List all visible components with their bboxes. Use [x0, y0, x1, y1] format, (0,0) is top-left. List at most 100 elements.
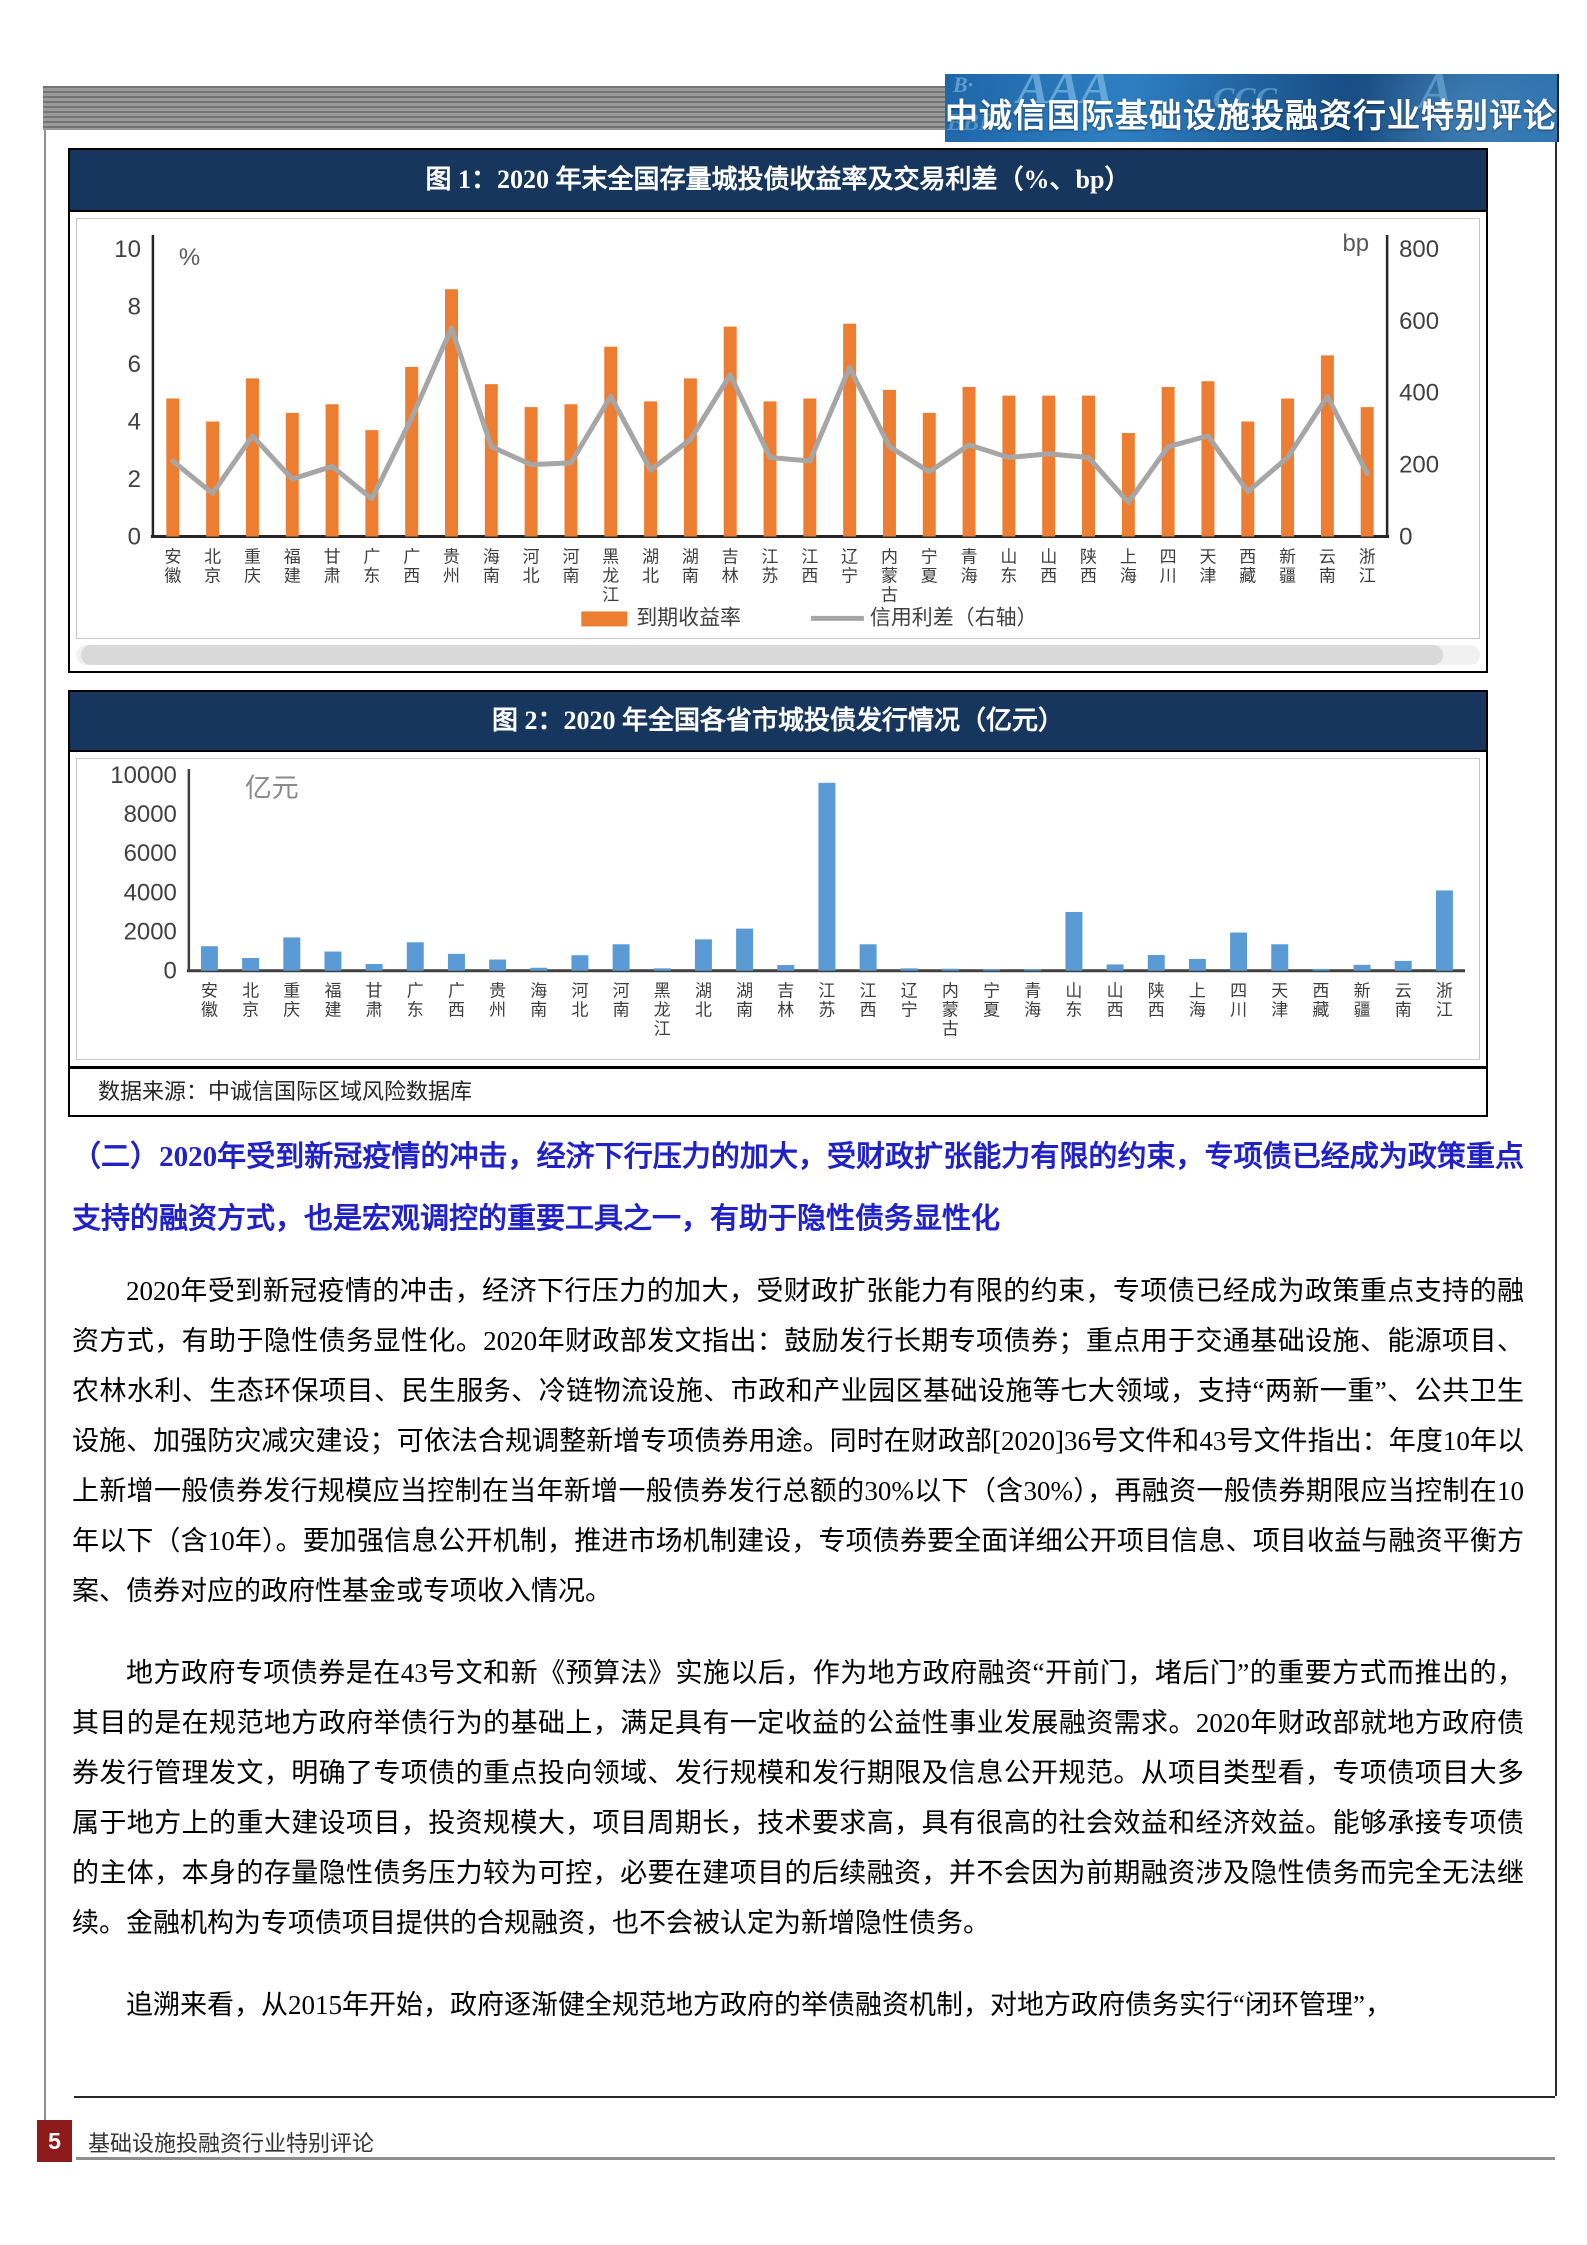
svg-text:8: 8 — [128, 293, 141, 320]
svg-text:吉林: 吉林 — [722, 548, 739, 586]
svg-text:上海: 上海 — [1189, 982, 1206, 1020]
svg-text:600: 600 — [1399, 308, 1439, 335]
svg-text:内蒙古: 内蒙古 — [881, 548, 898, 605]
svg-text:2: 2 — [128, 466, 141, 493]
figure2-box: 图 2：2020 年全国各省市城投债发行情况（亿元） 0 2000 4000 6000… — [68, 690, 1488, 1117]
svg-text:0: 0 — [128, 524, 141, 551]
svg-text:10000: 10000 — [110, 762, 177, 789]
svg-text:浙江: 浙江 — [1359, 548, 1376, 586]
svg-text:海南: 海南 — [483, 548, 500, 586]
svg-text:安徽: 安徽 — [164, 548, 181, 586]
svg-text:广东: 广东 — [363, 548, 380, 586]
figure1-chart: 0 2 4 6 8 10 0 200 400 600 800% bp 安徽北京重庆福建甘肃广东广西贵州海… — [114, 230, 1439, 629]
svg-text:江苏: 江苏 — [762, 548, 779, 586]
svg-text:云南: 云南 — [1319, 548, 1336, 586]
svg-text:河北: 河北 — [523, 548, 540, 586]
svg-text:800: 800 — [1399, 236, 1439, 263]
svg-text:福建: 福建 — [324, 982, 341, 1020]
svg-text:甘肃: 甘肃 — [324, 548, 341, 586]
right-page-rule — [1555, 142, 1557, 2096]
figure1-title: 图 1：2020 年末全国存量城投债收益率及交易利差（%、bp） — [70, 150, 1486, 212]
svg-text:北京: 北京 — [204, 548, 221, 586]
data-source-note: 数据来源：中诚信国际区域风险数据库 — [70, 1065, 1486, 1115]
figure1-box: 图 1：2020 年末全国存量城投债收益率及交易利差（%、bp） 0 2 4 6 8 10… — [68, 148, 1488, 674]
svg-text:甘肃: 甘肃 — [366, 982, 383, 1020]
svg-text:湖南: 湖南 — [682, 548, 699, 586]
svg-text:云南: 云南 — [1395, 982, 1412, 1020]
svg-text:海南: 海南 — [530, 982, 547, 1020]
svg-text:陕西: 陕西 — [1148, 982, 1165, 1020]
page-number-badge: 5 — [37, 2120, 72, 2162]
svg-text:陕西: 陕西 — [1080, 548, 1097, 586]
svg-text:天津: 天津 — [1199, 548, 1216, 586]
svg-text:内蒙古: 内蒙古 — [942, 982, 959, 1039]
svg-text:新疆: 新疆 — [1354, 982, 1371, 1020]
svg-text:福建: 福建 — [284, 548, 301, 586]
svg-text:江西: 江西 — [801, 548, 818, 586]
left-page-rule — [44, 130, 46, 2160]
svg-text:湖北: 湖北 — [642, 548, 659, 586]
svg-text:广西: 广西 — [403, 548, 420, 586]
svg-text:上海: 上海 — [1120, 548, 1137, 586]
figure2-title: 图 2：2020 年全国各省市城投债发行情况（亿元） — [70, 692, 1486, 752]
footer-report-title: 基础设施投融资行业特别评论 — [88, 2131, 375, 2156]
svg-text:10: 10 — [114, 236, 141, 263]
svg-text:青海: 青海 — [1024, 982, 1041, 1020]
svg-text:四川: 四川 — [1160, 548, 1177, 586]
svg-text:江西: 江西 — [860, 982, 877, 1020]
svg-text:辽宁: 辽宁 — [841, 548, 858, 586]
section-heading: （二）2020年受到新冠疫情的冲击，经济下行压力的加大，受财政扩张能力有限的约束… — [72, 1141, 1524, 1235]
svg-text:河南: 河南 — [562, 548, 579, 586]
figure1-scrollbar — [76, 645, 1480, 666]
svg-text:6: 6 — [128, 351, 141, 378]
svg-text:四川: 四川 — [1230, 982, 1247, 1020]
svg-text:青海: 青海 — [961, 548, 978, 586]
svg-text:湖北: 湖北 — [695, 982, 712, 1020]
svg-text:bp: bp — [1342, 230, 1369, 257]
svg-text:200: 200 — [1399, 452, 1439, 479]
svg-text:0: 0 — [164, 958, 177, 985]
svg-text:8000: 8000 — [124, 801, 177, 828]
svg-text:宁夏: 宁夏 — [983, 982, 1000, 1020]
svg-text:宁夏: 宁夏 — [921, 548, 938, 586]
svg-text:浙江: 浙江 — [1436, 982, 1453, 1020]
svg-text:2000: 2000 — [124, 919, 177, 946]
svg-text:山东: 山东 — [1000, 548, 1017, 586]
svg-text:山西: 山西 — [1040, 548, 1057, 586]
svg-text:吉林: 吉林 — [777, 982, 794, 1020]
svg-text:亿元: 亿元 — [245, 773, 299, 803]
svg-text:山西: 山西 — [1107, 982, 1124, 1020]
svg-text:广西: 广西 — [448, 982, 465, 1020]
figure2-chart: 0 2000 4000 6000 8000 10000 亿元安徽北京重庆福建甘肃广东广西贵州… — [110, 762, 1465, 1039]
footer-gray-rule — [76, 2157, 1555, 2160]
svg-text:信用利差（右轴）: 信用利差（右轴） — [870, 606, 1038, 629]
svg-text:重庆: 重庆 — [244, 548, 261, 586]
svg-text:安徽: 安徽 — [201, 982, 218, 1020]
svg-text:4: 4 — [128, 408, 141, 435]
figure2-chart-area: 0 2000 4000 6000 8000 10000 亿元 安徽 北京 重庆 福建 甘肃 广东 广西 贵州… — [76, 758, 1480, 1060]
svg-text:天津: 天津 — [1271, 982, 1288, 1020]
svg-text:贵州: 贵州 — [443, 548, 460, 586]
svg-text:新疆: 新疆 — [1279, 548, 1296, 586]
svg-text:黑龙江: 黑龙江 — [654, 982, 671, 1039]
svg-text:4000: 4000 — [124, 879, 177, 906]
svg-text:河南: 河南 — [613, 982, 630, 1020]
svg-text:6000: 6000 — [124, 840, 177, 867]
body-content: （二）2020年受到新冠疫情的冲击，经济下行压力的加大，受财政扩张能力有限的约束… — [72, 1126, 1524, 2062]
svg-text:山东: 山东 — [1065, 982, 1082, 1020]
paragraph-2: 地方政府专项债券是在43号文和新《预算法》实施以后，作为地方政府融资“开前门，堵… — [72, 1658, 1524, 1938]
svg-text:%: % — [179, 244, 200, 271]
paragraph-3: 追溯来看，从2015年开始，政府逐渐健全规范地方政府的举债融资机制，对地方政府债… — [126, 1990, 1392, 2020]
svg-text:400: 400 — [1399, 380, 1439, 407]
svg-text:湖南: 湖南 — [736, 982, 753, 1020]
svg-text:黑龙江: 黑龙江 — [602, 548, 619, 605]
header-stripes-decoration — [43, 86, 945, 130]
svg-text:辽宁: 辽宁 — [901, 982, 918, 1020]
header-banner: B· BBB AAA CCC A 中诚信国际基础设施投融资行业特别评论 — [945, 74, 1559, 142]
svg-text:江苏: 江苏 — [818, 982, 835, 1020]
figure1-chart-area: 0 2 4 6 8 10 0 200 400 600 800% bp 安徽 北京 重庆 福建 甘肃 广东 广西 贵州海… — [76, 218, 1480, 640]
svg-text:0: 0 — [1399, 524, 1412, 551]
svg-text:广东: 广东 — [407, 982, 424, 1020]
figure1-scrollbar-thumb[interactable] — [81, 645, 1443, 666]
